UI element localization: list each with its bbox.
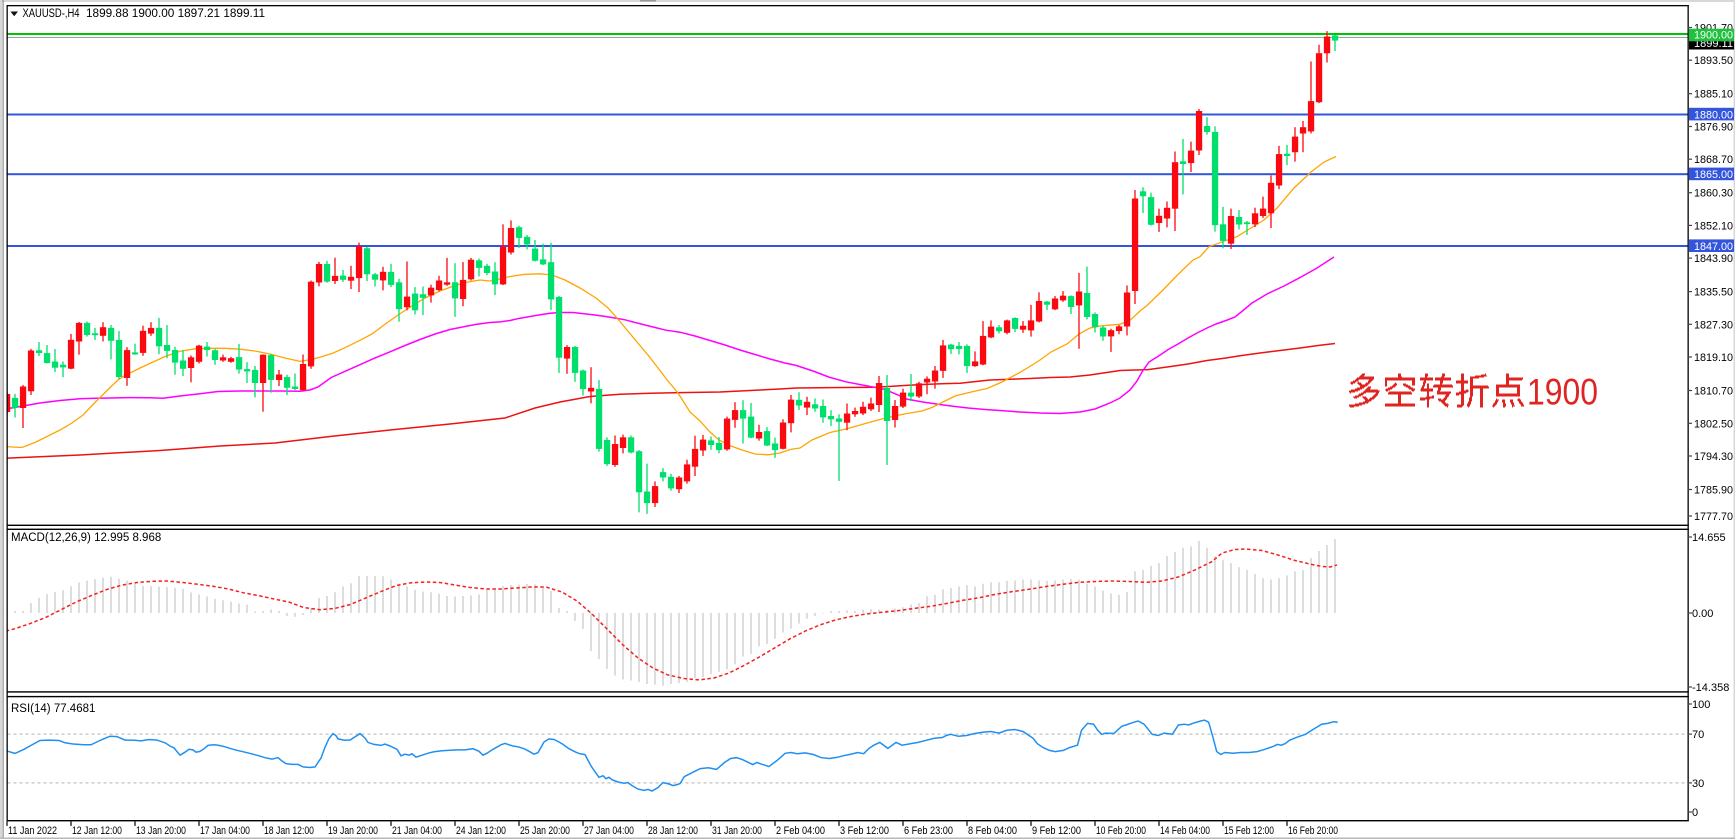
svg-text:1802.50: 1802.50 xyxy=(1694,418,1733,430)
svg-text:2 Feb 04:00: 2 Feb 04:00 xyxy=(776,825,825,837)
svg-text:13 Jan 20:00: 13 Jan 20:00 xyxy=(136,825,186,837)
svg-text:14 Feb 04:00: 14 Feb 04:00 xyxy=(1160,825,1210,837)
svg-text:27 Jan 04:00: 27 Jan 04:00 xyxy=(584,825,634,837)
svg-text:-14.358: -14.358 xyxy=(1692,682,1729,694)
svg-text:19 Jan 20:00: 19 Jan 20:00 xyxy=(328,825,378,837)
svg-text:1865.00: 1865.00 xyxy=(1694,169,1733,181)
svg-text:RSI(14) 77.4681: RSI(14) 77.4681 xyxy=(11,703,95,715)
svg-text:1868.70: 1868.70 xyxy=(1694,154,1733,166)
svg-text:1899.88 1900.00 1897.21 1899.1: 1899.88 1900.00 1897.21 1899.11 xyxy=(86,8,265,20)
svg-text:21 Jan 04:00: 21 Jan 04:00 xyxy=(392,825,442,837)
svg-text:1777.70: 1777.70 xyxy=(1694,511,1733,523)
svg-text:1810.70: 1810.70 xyxy=(1694,386,1733,398)
svg-text:1885.10: 1885.10 xyxy=(1694,89,1733,101)
svg-text:1794.30: 1794.30 xyxy=(1694,451,1733,463)
svg-text:1785.90: 1785.90 xyxy=(1694,485,1733,497)
svg-text:1860.30: 1860.30 xyxy=(1694,188,1733,200)
svg-text:MACD(12,26,9) 12.995 8.968: MACD(12,26,9) 12.995 8.968 xyxy=(11,532,161,544)
svg-text:17 Jan 04:00: 17 Jan 04:00 xyxy=(200,825,250,837)
svg-text:0.00: 0.00 xyxy=(1692,608,1713,620)
svg-text:12 Jan 12:00: 12 Jan 12:00 xyxy=(72,825,122,837)
svg-text:1847.00: 1847.00 xyxy=(1694,241,1733,253)
svg-text:1843.90: 1843.90 xyxy=(1694,253,1733,265)
svg-text:24 Jan 12:00: 24 Jan 12:00 xyxy=(456,825,506,837)
svg-text:18 Jan 12:00: 18 Jan 12:00 xyxy=(264,825,314,837)
svg-text:1819.10: 1819.10 xyxy=(1694,352,1733,364)
svg-text:15 Feb 12:00: 15 Feb 12:00 xyxy=(1224,825,1274,837)
svg-text:1880.00: 1880.00 xyxy=(1694,109,1733,121)
svg-text:9 Feb 12:00: 9 Feb 12:00 xyxy=(1032,825,1081,837)
svg-text:1900: 1900 xyxy=(1527,371,1598,413)
svg-text:16 Feb 20:00: 16 Feb 20:00 xyxy=(1288,825,1338,837)
svg-text:100: 100 xyxy=(1692,699,1710,711)
svg-text:6 Feb 23:00: 6 Feb 23:00 xyxy=(904,825,953,837)
svg-text:28 Jan 12:00: 28 Jan 12:00 xyxy=(648,825,698,837)
svg-text:1835.50: 1835.50 xyxy=(1694,287,1733,299)
svg-text:1900.00: 1900.00 xyxy=(1694,30,1733,42)
svg-text:1852.10: 1852.10 xyxy=(1694,220,1733,232)
svg-text:70: 70 xyxy=(1692,729,1704,741)
svg-text:1876.90: 1876.90 xyxy=(1694,122,1733,134)
svg-text:3 Feb 12:00: 3 Feb 12:00 xyxy=(840,825,889,837)
svg-text:10 Feb 20:00: 10 Feb 20:00 xyxy=(1096,825,1146,837)
svg-text:30: 30 xyxy=(1692,778,1704,790)
svg-text:14.655: 14.655 xyxy=(1692,532,1726,544)
svg-text:25 Jan 20:00: 25 Jan 20:00 xyxy=(520,825,570,837)
svg-text:1893.50: 1893.50 xyxy=(1694,55,1733,67)
svg-text:1827.30: 1827.30 xyxy=(1694,319,1733,331)
svg-text:31 Jan 20:00: 31 Jan 20:00 xyxy=(712,825,762,837)
svg-text:11 Jan 2022: 11 Jan 2022 xyxy=(8,825,57,837)
svg-text:XAUUSD-,H4: XAUUSD-,H4 xyxy=(23,8,80,20)
svg-text:0: 0 xyxy=(1692,807,1698,819)
svg-text:8 Feb 04:00: 8 Feb 04:00 xyxy=(968,825,1017,837)
